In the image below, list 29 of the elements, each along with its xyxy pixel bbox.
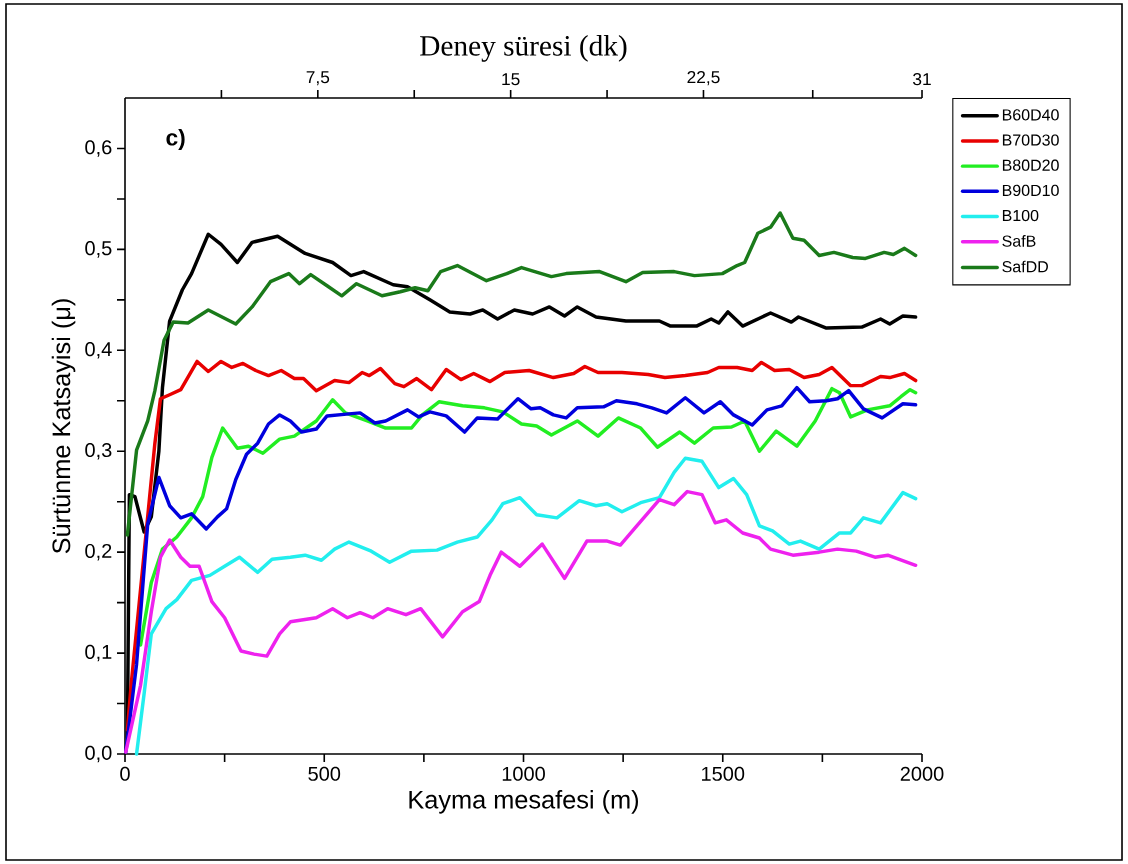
x2-tick-label: 7,5	[306, 71, 330, 86]
x2-tick-label: 22,5	[687, 70, 720, 86]
y-tick-label: 0,3	[85, 442, 112, 460]
legend-label: B60D40	[1002, 109, 1059, 121]
y-tick-label: 0,0	[85, 745, 112, 763]
legend-label: B70D30	[1002, 134, 1059, 146]
y-axis-title: Sürtünme Katsayisi (μ)	[51, 299, 76, 554]
legend-label: B100	[1002, 209, 1039, 222]
y-tick-label: 0,6	[85, 140, 112, 157]
x-tick-label: 0	[120, 766, 130, 781]
x-tick-label: 1000	[502, 766, 545, 781]
y-tick-label: 0,5	[85, 241, 112, 258]
line-series	[125, 211, 918, 537]
line-series	[138, 386, 918, 647]
x2-tick-label: 15	[502, 73, 520, 86]
x-tick-label: 500	[308, 766, 341, 781]
x-tick-label: 2000	[900, 766, 944, 781]
x-tick-label: 1500	[702, 766, 745, 781]
legend-label: B90D10	[1002, 184, 1059, 197]
legend-label: SafDD	[1002, 260, 1048, 273]
x2-tick-label: 31	[913, 73, 931, 86]
legend-label: B80D20	[1002, 159, 1059, 171]
legend-label: SafB	[1002, 235, 1036, 247]
x-axis-title: Kayma mesafesi (m)	[409, 790, 639, 814]
y-tick-label: 0,2	[85, 543, 112, 561]
y-tick-label: 0,1	[85, 644, 112, 662]
annotation: c)	[166, 128, 185, 151]
y-tick-label: 0,4	[85, 342, 112, 359]
x2-axis-title: Deney süresi (dk)	[420, 35, 627, 62]
